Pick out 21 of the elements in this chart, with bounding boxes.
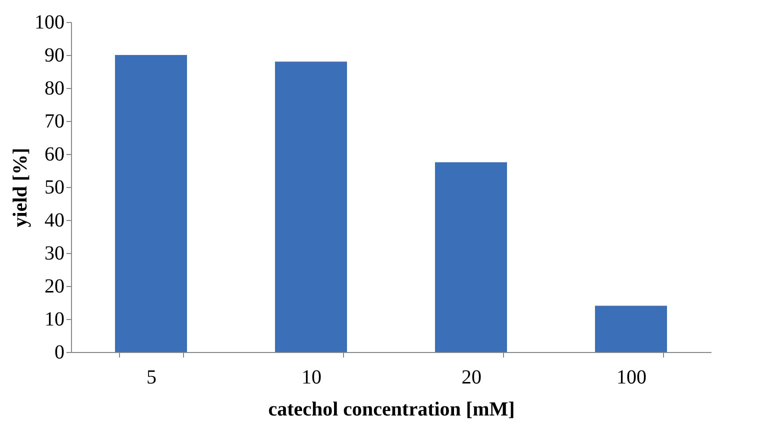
bar [435, 162, 507, 352]
x-tick-label: 20 [462, 366, 482, 388]
y-tick-label: 20 [44, 276, 64, 298]
bar [595, 306, 667, 352]
y-tick-label: 50 [44, 176, 64, 198]
y-tick-label: 0 [54, 342, 64, 364]
bar [115, 55, 187, 352]
y-axis-title: yield [%] [10, 148, 32, 228]
x-tick-label: 5 [146, 366, 156, 388]
x-tick-label: 100 [616, 366, 646, 388]
y-tick-label: 90 [44, 44, 64, 66]
y-tick-label: 80 [44, 78, 64, 100]
x-tick-label: 10 [302, 366, 322, 388]
x-axis-title: catechol concentration [mM] [268, 398, 515, 420]
y-tick-label: 70 [44, 110, 64, 132]
y-tick-label: 40 [44, 210, 64, 232]
y-tick-label: 30 [44, 242, 64, 264]
y-tick-label: 60 [44, 144, 64, 166]
bar [275, 62, 347, 352]
y-tick-label: 10 [44, 308, 64, 330]
y-tick-label: 100 [34, 12, 64, 34]
